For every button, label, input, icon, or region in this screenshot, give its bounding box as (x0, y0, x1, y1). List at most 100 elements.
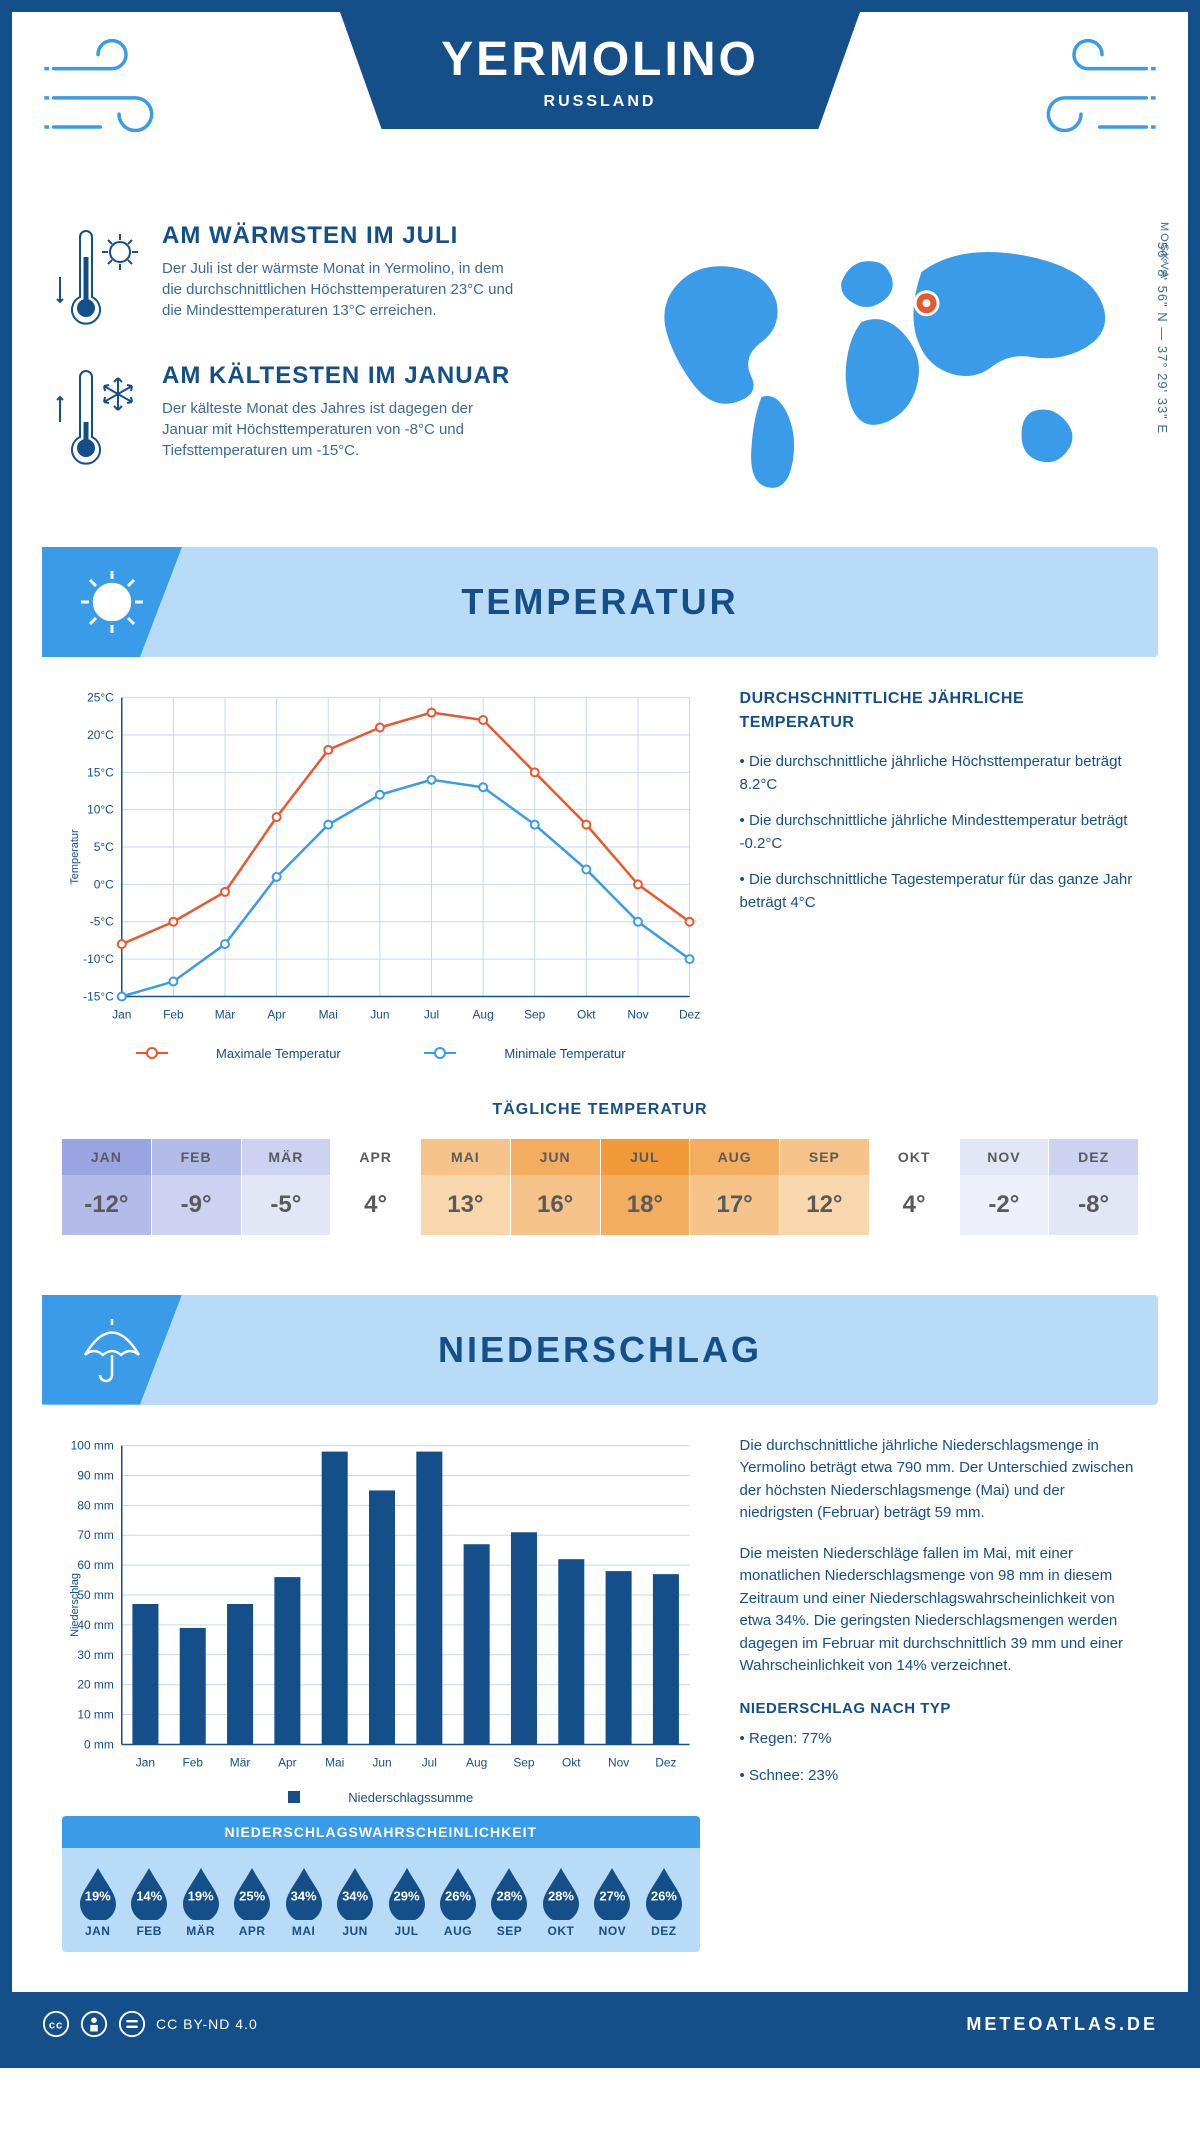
precip-type-heading: NIEDERSCHLAG NACH TYP (740, 1698, 1138, 1721)
svg-text:10°C: 10°C (87, 803, 114, 817)
map-column: MOSKVA 56° 8' 56" N — 37° 29' 33" E (615, 222, 1148, 507)
svg-text:cc: cc (49, 2020, 63, 2032)
daily-temp-cell: JUL18° (601, 1139, 691, 1235)
svg-text:Jan: Jan (136, 1755, 155, 1769)
svg-text:-15°C: -15°C (83, 989, 114, 1003)
svg-text:Mai: Mai (319, 1007, 338, 1021)
footer: cc CC BY-ND 4.0 METEOATLAS.DE (12, 1992, 1188, 2056)
temp-side-heading: DURCHSCHNITTLICHE JÄHRLICHE TEMPERATUR (740, 687, 1138, 735)
svg-text:Okt: Okt (577, 1007, 596, 1021)
precip-prob-cell: 29%JUL (381, 1866, 432, 1938)
precipitation-area: 0 mm10 mm20 mm30 mm40 mm50 mm60 mm70 mm8… (12, 1435, 1188, 1973)
precip-paragraph-1: Die durchschnittliche jährliche Niedersc… (740, 1435, 1138, 1525)
daily-temp-cell: NOV-2° (960, 1139, 1050, 1235)
svg-text:Sep: Sep (524, 1007, 546, 1021)
precip-prob-cell: 27%NOV (587, 1866, 638, 1938)
precip-paragraph-2: Die meisten Niederschläge fallen im Mai,… (740, 1543, 1138, 1678)
license-block: cc CC BY-ND 4.0 (42, 2010, 258, 2038)
warmest-title: AM WÄRMSTEN IM JULI (162, 222, 522, 250)
temp-side-text: DURCHSCHNITTLICHE JÄHRLICHE TEMPERATUR •… (740, 687, 1138, 1061)
precip-prob-cell: 34%JUN (329, 1866, 380, 1938)
temp-bullet: • Die durchschnittliche jährliche Höchst… (740, 751, 1138, 796)
thermometer-sun-icon (52, 222, 142, 332)
svg-text:20 mm: 20 mm (77, 1677, 114, 1691)
svg-text:Apr: Apr (267, 1007, 286, 1021)
warmest-fact: AM WÄRMSTEN IM JULI Der Juli ist der wär… (52, 222, 585, 332)
daily-temp-cell: OKT4° (870, 1139, 960, 1235)
daily-temp-heading: TÄGLICHE TEMPERATUR (62, 1101, 1138, 1119)
svg-text:Jul: Jul (422, 1755, 437, 1769)
temperature-section-header: TEMPERATUR (42, 547, 1158, 657)
svg-text:Nov: Nov (627, 1007, 648, 1021)
precip-prob-heading: NIEDERSCHLAGSWAHRSCHEINLICHKEIT (62, 1816, 700, 1848)
title-banner: YERMOLINO RUSSLAND (340, 12, 860, 129)
cc-icon: cc (42, 2010, 70, 2038)
svg-text:Jun: Jun (372, 1755, 391, 1769)
svg-text:Jan: Jan (112, 1007, 131, 1021)
svg-text:Aug: Aug (466, 1755, 487, 1769)
svg-text:Okt: Okt (562, 1755, 581, 1769)
temperature-chart: -15°C-10°C-5°C0°C5°C10°C15°C20°C25°CJanF… (62, 687, 700, 1061)
svg-text:Mär: Mär (230, 1755, 251, 1769)
header: YERMOLINO RUSSLAND (12, 12, 1188, 192)
legend-max: Maximale Temperatur (216, 1046, 341, 1061)
precip-probability-panel: NIEDERSCHLAGSWAHRSCHEINLICHKEIT 19%JAN14… (62, 1816, 700, 1952)
daily-temp-grid: JAN-12°FEB-9°MÄR-5°APR4°MAI13°JUN16°JUL1… (62, 1139, 1138, 1235)
daily-temp-cell: DEZ-8° (1049, 1139, 1138, 1235)
precip-type-block: NIEDERSCHLAG NACH TYP • Regen: 77%• Schn… (740, 1698, 1138, 1788)
daily-temp-cell: SEP12° (780, 1139, 870, 1235)
svg-text:Dez: Dez (679, 1007, 700, 1021)
precip-prob-cell: 26%DEZ (638, 1866, 689, 1938)
svg-text:25°C: 25°C (87, 691, 114, 705)
temp-legend: Maximale Temperatur Minimale Temperatur (62, 1042, 700, 1061)
svg-text:Sep: Sep (513, 1755, 535, 1769)
svg-text:60 mm: 60 mm (77, 1558, 114, 1572)
svg-text:-10°C: -10°C (83, 952, 114, 966)
precip-type-line: • Schnee: 23% (740, 1765, 1138, 1788)
temperature-heading: TEMPERATUR (461, 581, 738, 623)
svg-text:50 mm: 50 mm (77, 1588, 114, 1602)
svg-text:Niederschlag: Niederschlag (69, 1573, 81, 1637)
svg-text:20°C: 20°C (87, 728, 114, 742)
svg-text:Jun: Jun (370, 1007, 389, 1021)
coldest-text: Der kälteste Monat des Jahres ist dagege… (162, 398, 522, 461)
temp-bullet: • Die durchschnittliche jährliche Mindes… (740, 810, 1138, 855)
license-label: CC BY-ND 4.0 (156, 2016, 258, 2032)
daily-temp-cell: JAN-12° (62, 1139, 152, 1235)
daily-temp-cell: JUN16° (511, 1139, 601, 1235)
precip-legend: Niederschlagssumme (62, 1790, 700, 1807)
precip-legend-label: Niederschlagssumme (348, 1790, 473, 1805)
svg-text:Mär: Mär (215, 1007, 236, 1021)
coordinates-label: 56° 8' 56" N — 37° 29' 33" E (1155, 242, 1170, 434)
precip-prob-cell: 25%APR (226, 1866, 277, 1938)
precipitation-section-header: NIEDERSCHLAG (42, 1295, 1158, 1405)
precip-prob-cell: 14%FEB (123, 1866, 174, 1938)
daily-temp-cell: AUG17° (690, 1139, 780, 1235)
svg-text:5°C: 5°C (94, 840, 114, 854)
svg-text:0°C: 0°C (94, 877, 114, 891)
svg-text:Feb: Feb (182, 1755, 203, 1769)
wind-icon-right (1018, 32, 1158, 152)
world-map (615, 222, 1148, 502)
brand-label: METEOATLAS.DE (966, 2014, 1158, 2035)
daily-temp-cell: APR4° (331, 1139, 421, 1235)
intro-section: AM WÄRMSTEN IM JULI Der Juli ist der wär… (12, 192, 1188, 527)
warmest-text: Der Juli ist der wärmste Monat in Yermol… (162, 258, 522, 321)
infographic-page: YERMOLINO RUSSLAND AM WÄRMSTEN IM JULI D… (0, 0, 1200, 2068)
facts-column: AM WÄRMSTEN IM JULI Der Juli ist der wär… (52, 222, 585, 507)
temp-bullet: • Die durchschnittliche Tagestemperatur … (740, 869, 1138, 914)
daily-temp-cell: MÄR-5° (242, 1139, 332, 1235)
svg-text:Feb: Feb (163, 1007, 184, 1021)
svg-text:10 mm: 10 mm (77, 1707, 114, 1721)
precip-prob-cell: 26%AUG (432, 1866, 483, 1938)
precip-prob-cell: 28%OKT (535, 1866, 586, 1938)
precip-prob-cell: 19%JAN (72, 1866, 123, 1938)
coldest-title: AM KÄLTESTEN IM JANUAR (162, 362, 522, 390)
precipitation-heading: NIEDERSCHLAG (438, 1329, 762, 1371)
wind-icon-left (42, 32, 182, 152)
city-title: YERMOLINO (340, 32, 860, 87)
svg-text:Dez: Dez (655, 1755, 676, 1769)
precip-prob-cell: 34%MAI (278, 1866, 329, 1938)
legend-min: Minimale Temperatur (504, 1046, 625, 1061)
svg-text:70 mm: 70 mm (77, 1528, 114, 1542)
